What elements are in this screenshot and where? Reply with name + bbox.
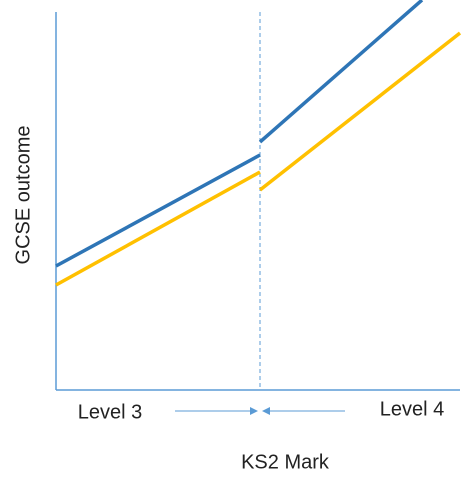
- upper-line-left: [55, 153, 261, 268]
- x-axis-label: KS2 Mark: [241, 451, 330, 473]
- lower-line-right: [258, 31, 462, 192]
- lower-line-left: [55, 170, 261, 287]
- y-axis-label: GCSE outcome: [12, 126, 34, 265]
- region-label: Level 3: [78, 401, 143, 423]
- region-label: Level 4: [380, 398, 445, 420]
- upper-line-right: [258, 0, 424, 144]
